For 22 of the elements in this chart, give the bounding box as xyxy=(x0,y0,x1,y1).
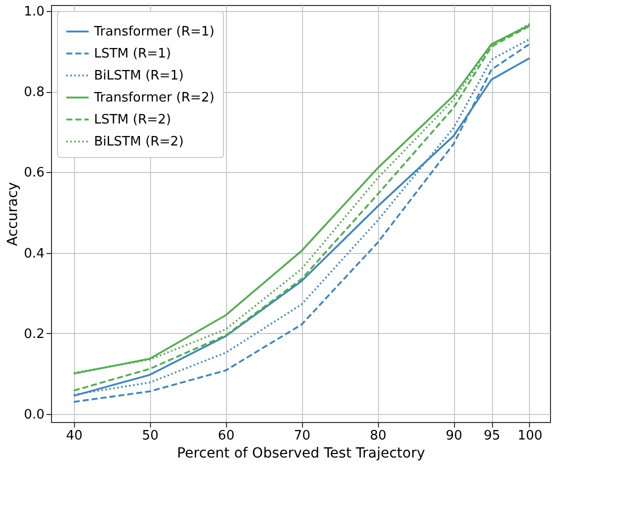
y-tick-label: 0.0 xyxy=(24,407,44,422)
x-tick-label: 95 xyxy=(484,428,500,444)
x-axis-title: Percent of Observed Test Trajectory xyxy=(176,446,426,462)
legend-label: LSTM (R=1) xyxy=(94,46,172,62)
legend-label: BiLSTM (R=1) xyxy=(94,68,184,84)
x-tick-label: 100 xyxy=(518,428,542,444)
x-tick-label: 60 xyxy=(218,428,234,444)
legend-label: LSTM (R=2) xyxy=(94,112,172,128)
y-tick-label: 0.4 xyxy=(24,246,44,262)
x-tick-label: 50 xyxy=(142,428,159,444)
y-axis-title: Accuracy xyxy=(4,182,21,246)
y-tick-label: 0.6 xyxy=(24,166,44,181)
x-tick-label: 80 xyxy=(370,428,386,444)
x-tick-label: 90 xyxy=(446,428,462,444)
legend-label: Transformer (R=2) xyxy=(93,90,214,106)
x-tick-label: 40 xyxy=(66,428,83,444)
legend-label: BiLSTM (R=2) xyxy=(94,134,184,150)
x-tick-label: 70 xyxy=(294,428,310,444)
legend-label: Transformer (R=1) xyxy=(93,24,214,40)
y-tick-label: 0.8 xyxy=(24,85,44,100)
y-tick-label: 0.2 xyxy=(24,326,44,342)
y-tick-label: 1.0 xyxy=(24,4,44,20)
